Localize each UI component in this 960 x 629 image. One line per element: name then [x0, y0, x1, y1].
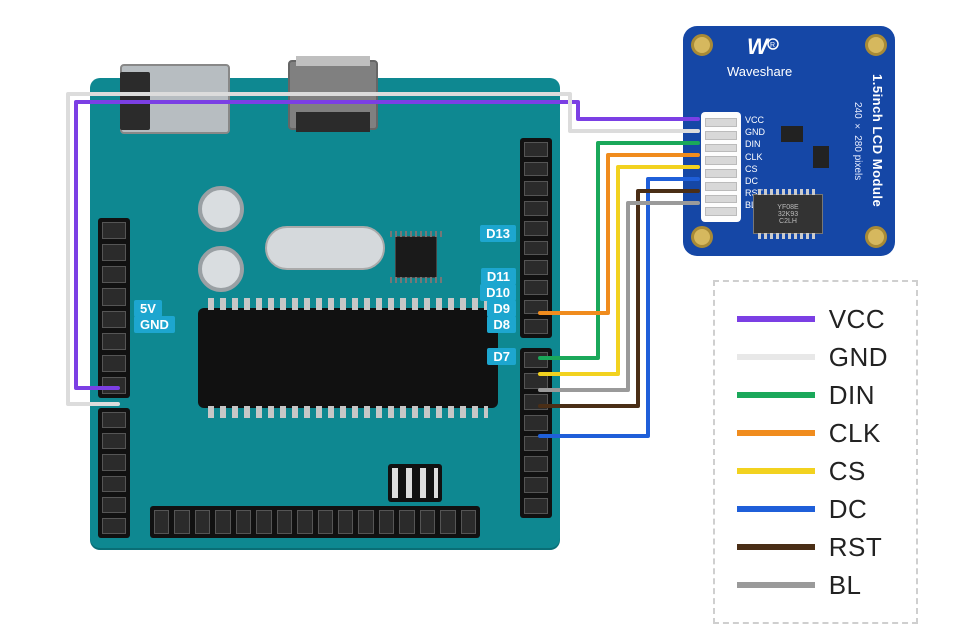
screw-icon	[691, 226, 713, 248]
legend-label: BL	[829, 570, 862, 601]
wire-bl	[540, 203, 698, 390]
pin-label-d10: D10	[480, 284, 516, 301]
wire-clk	[540, 155, 698, 313]
crystal-icon	[265, 226, 385, 270]
arduino-board: 5VGND D13 D11D10D9D8 D7	[90, 78, 560, 548]
pin-label-d8: D8	[487, 316, 516, 333]
legend-swatch	[737, 316, 815, 322]
pin-label-5v: 5V	[134, 300, 162, 317]
screw-icon	[865, 34, 887, 56]
svg-text:W: W	[747, 36, 770, 59]
legend-item-rst: RST	[737, 528, 888, 566]
capacitor-icon	[198, 186, 244, 232]
pin-label-d7: D7	[487, 348, 516, 365]
legend-item-clk: CLK	[737, 414, 888, 452]
legend-item-gnd: GND	[737, 338, 888, 376]
legend-label: RST	[829, 532, 883, 563]
digital-header-bottom	[520, 348, 552, 518]
lcd-connector	[701, 112, 741, 222]
legend-item-din: DIN	[737, 376, 888, 414]
analog-header	[98, 408, 130, 538]
legend-swatch	[737, 544, 815, 550]
lcd-driver-chip-icon: YF08E 32K93 C2LH	[753, 194, 823, 234]
power-header	[98, 218, 130, 398]
legend-label: DC	[829, 494, 868, 525]
wire-dc	[540, 179, 698, 436]
legend-box: VCC GND DIN CLK CS DC RST BL	[713, 280, 918, 624]
barrel-jack	[288, 60, 378, 130]
lcd-subtitle: 240 × 280 pixels	[849, 66, 863, 216]
pin-label-gnd: GND	[134, 316, 175, 333]
wire-din	[540, 143, 698, 358]
svg-text:R: R	[770, 42, 775, 49]
legend-item-dc: DC	[737, 490, 888, 528]
usb-port	[120, 64, 230, 134]
diagram-stage: 5VGND D13D11D10D9D8D7 W R Waveshare 1.5i…	[0, 0, 960, 629]
legend-label: DIN	[829, 380, 875, 411]
legend-label: CS	[829, 456, 866, 487]
pin-label-d11: D11	[481, 268, 516, 285]
waveshare-logo: W R Waveshare	[717, 36, 827, 89]
lcd-title: 1.5inch LCD Module	[865, 54, 885, 228]
legend-swatch	[737, 430, 815, 436]
pin-label-d9: D9	[487, 300, 516, 317]
legend-swatch	[737, 582, 815, 588]
legend-item-bl: BL	[737, 566, 888, 604]
wire-cs	[540, 167, 698, 374]
legend-label: CLK	[829, 418, 881, 449]
legend-swatch	[737, 468, 815, 474]
legend-label: VCC	[829, 304, 885, 335]
legend-swatch	[737, 506, 815, 512]
screw-icon	[865, 226, 887, 248]
smd-icon	[813, 146, 829, 168]
legend-item-vcc: VCC	[737, 300, 888, 338]
icsp-header-icon	[388, 464, 442, 502]
capacitor-icon	[198, 246, 244, 292]
smd-icon	[781, 126, 803, 142]
legend-label: GND	[829, 342, 888, 373]
bottom-header	[150, 506, 480, 538]
pin-label-d13: D13	[480, 225, 516, 242]
svg-text:Waveshare: Waveshare	[727, 64, 792, 79]
digital-header-top	[520, 138, 552, 338]
mcu-chip-icon	[395, 236, 437, 278]
legend-item-cs: CS	[737, 452, 888, 490]
legend-swatch	[737, 392, 815, 398]
legend-swatch	[737, 354, 815, 360]
lcd-module: W R Waveshare 1.5inch LCD Module 240 × 2…	[683, 26, 895, 256]
atmega-dip-icon	[198, 308, 498, 408]
screw-icon	[691, 34, 713, 56]
wire-rst	[540, 191, 698, 406]
